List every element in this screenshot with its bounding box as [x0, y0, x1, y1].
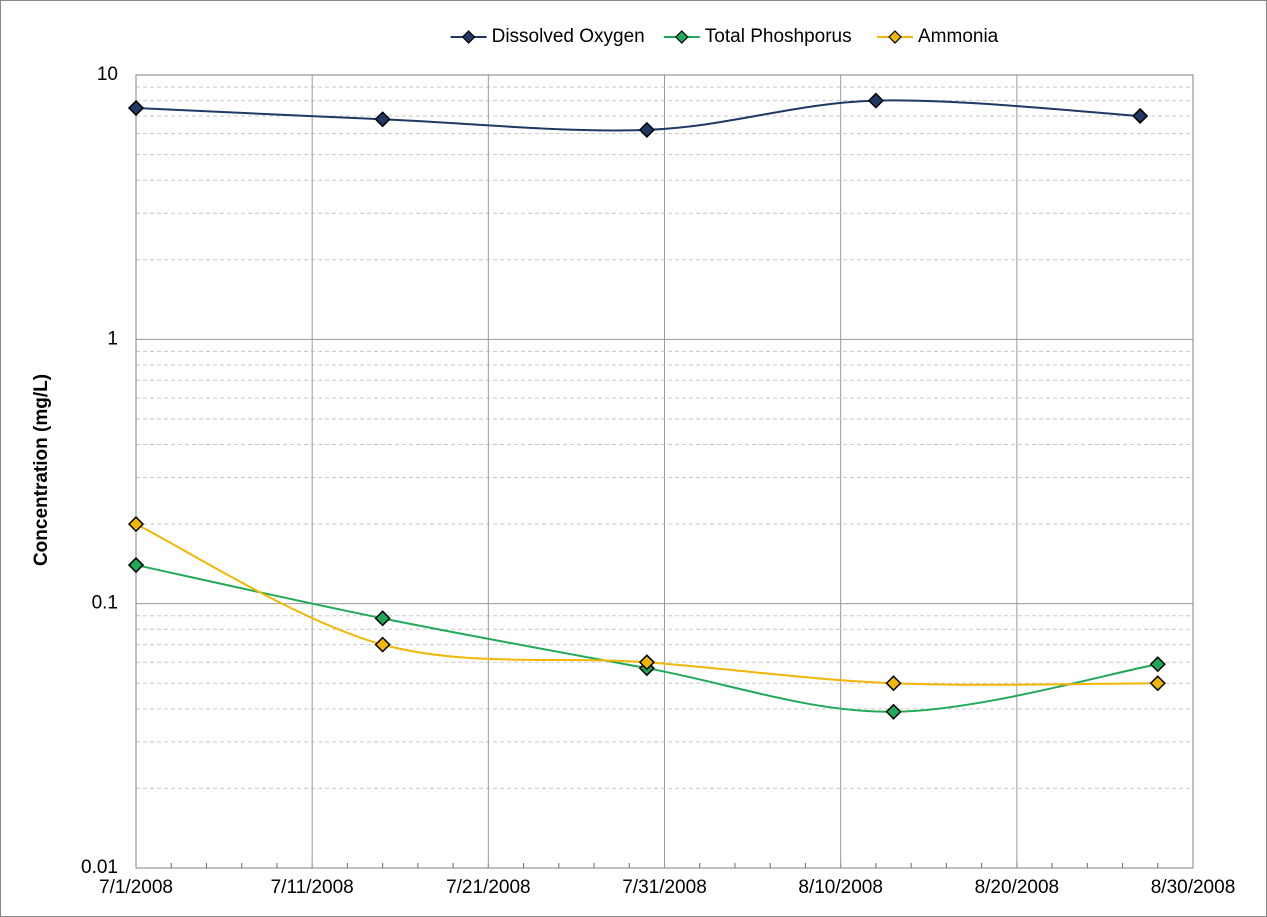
data-point	[638, 654, 655, 671]
data-point	[127, 99, 145, 117]
y-tick-label: 0.01	[81, 857, 118, 878]
legend-marker	[674, 30, 689, 44]
legend-label: Ammonia	[918, 26, 999, 47]
x-tick-label: 8/30/2008	[1151, 877, 1236, 898]
data-point	[374, 111, 391, 128]
data-point	[1149, 675, 1166, 692]
x-tick-label: 8/20/2008	[975, 877, 1060, 898]
legend-marker	[888, 30, 902, 44]
data-point	[127, 556, 145, 574]
data-point	[885, 675, 902, 692]
x-tick-label: 7/11/2008	[271, 877, 354, 898]
y-tick-label: 10	[97, 64, 118, 85]
data-point	[885, 703, 902, 720]
y-tick-label: 0.1	[92, 593, 118, 614]
legend-marker	[461, 30, 476, 44]
y-tick-label: 1	[107, 328, 118, 349]
legend-label: Total Phoshporus	[705, 26, 852, 47]
data-point	[1149, 656, 1166, 673]
data-point	[867, 92, 884, 109]
x-tick-label: 7/31/2008	[622, 877, 707, 898]
data-point	[374, 610, 391, 627]
data-point	[127, 516, 145, 533]
data-point	[638, 121, 655, 138]
x-tick-label: 8/10/2008	[798, 877, 883, 898]
data-point	[374, 636, 391, 653]
legend-label: Dissolved Oxygen	[492, 26, 645, 47]
x-tick-label: 7/1/2008	[99, 877, 173, 898]
y-axis-label: Concentration (mg/L)	[31, 374, 52, 566]
plot-border	[135, 74, 1194, 869]
x-tick-label: 7/21/2008	[446, 877, 531, 898]
data-point	[1132, 107, 1149, 125]
